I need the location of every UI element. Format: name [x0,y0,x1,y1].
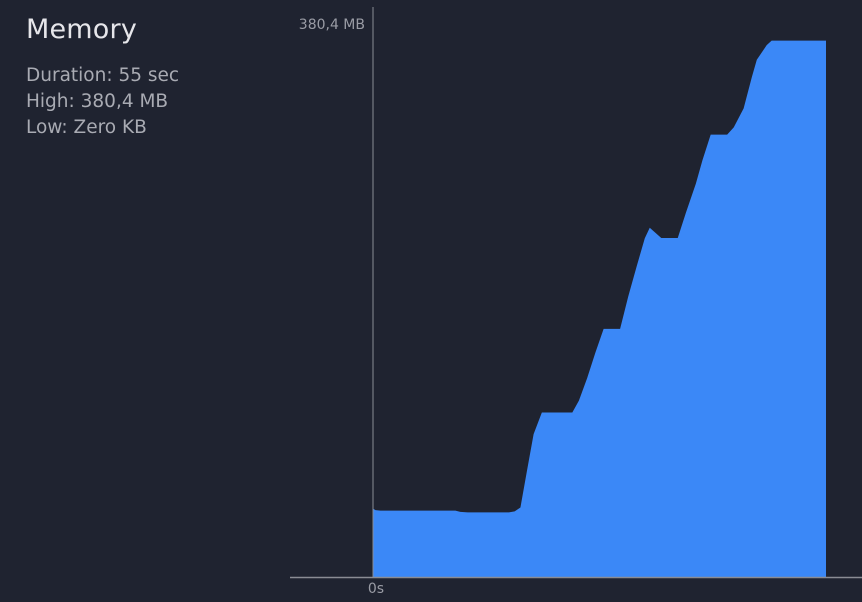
memory-area-series [373,40,826,577]
x-tick-label-start: 0s [368,581,384,597]
stat-low: Low: Zero KB [26,117,147,138]
panel-title: Memory [26,14,138,45]
stat-duration: Duration: 55 sec [26,65,180,86]
y-tick-label-max: 380,4 MB [299,17,365,33]
stats-list: Duration: 55 sec High: 380,4 MB Low: Zer… [26,63,179,141]
stat-high: High: 380,4 MB [26,91,169,112]
